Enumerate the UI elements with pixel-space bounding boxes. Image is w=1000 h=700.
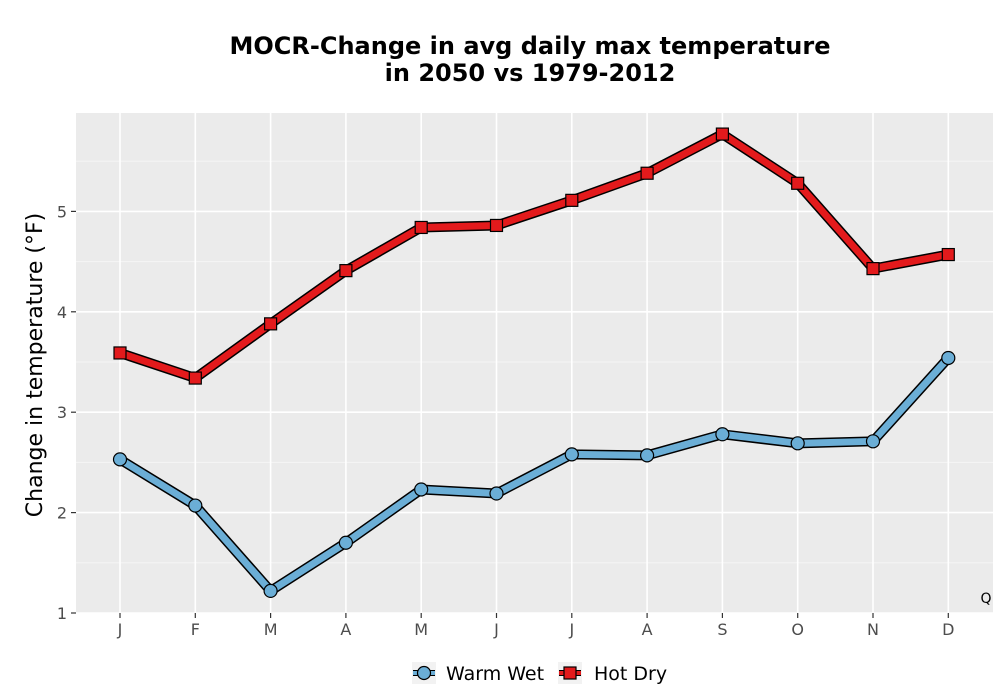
warm-wet-point (188, 498, 203, 513)
chart-title-line-1: MOCR-Change in avg daily max temperature (230, 32, 831, 60)
hot-dry-point (791, 176, 805, 190)
x-tick-label: O (791, 620, 804, 639)
x-tick-label: S (717, 620, 727, 639)
hot-dry-point (188, 371, 202, 385)
warm-wet-point (414, 482, 429, 497)
hot-dry-point (640, 166, 654, 180)
warm-wet-point (564, 447, 579, 462)
axis-layer: 1 2 3 4 5 J F M A M J J A S O N D (57, 202, 955, 639)
y-tick-label: 3 (57, 403, 67, 422)
legend-label-hot-dry: Hot Dry (594, 663, 667, 685)
hot-dry-point (264, 317, 278, 331)
hot-dry-line (116, 130, 952, 382)
hot-dry-point (339, 264, 353, 278)
warm-wet-point (338, 535, 353, 550)
series-layer (112, 127, 956, 599)
hot-dry-point (414, 220, 428, 235)
x-tick-label: N (867, 620, 879, 639)
y-tick-label: 2 (57, 504, 67, 523)
x-tick-label: M (264, 620, 278, 639)
x-tick-label: J (568, 620, 574, 639)
legend: Warm Wet Hot Dry (412, 662, 667, 685)
x-tick-label: M (414, 620, 428, 639)
hot-dry-point (113, 346, 127, 360)
warm-wet-point (639, 448, 655, 463)
legend-marker-hot-dry (563, 666, 577, 680)
chart-title-line-2: in 2050 vs 1979-2012 (385, 59, 676, 87)
warm-wet-point (715, 427, 730, 442)
x-tick-label: J (493, 620, 499, 639)
x-tick-label: A (642, 620, 653, 639)
warm-wet-point (790, 436, 805, 451)
y-tick-label: 4 (57, 303, 67, 322)
y-axis-label: Change in temperature (°F) (23, 213, 48, 517)
hot-dry-point (489, 218, 504, 233)
x-tick-label: F (191, 620, 200, 639)
legend-marker-warm-wet (416, 665, 432, 681)
plot-panel (76, 113, 993, 613)
warm-wet-line (116, 354, 952, 595)
y-tick-label: 1 (57, 604, 67, 623)
y-tick-label: 5 (57, 202, 67, 221)
warm-wet-point (941, 350, 956, 366)
hot-dry-point (715, 127, 730, 141)
warm-wet-point (865, 434, 881, 449)
hot-dry-point (941, 247, 955, 262)
warm-wet-point (489, 486, 504, 501)
x-tick-label: A (340, 620, 351, 639)
corner-note: Q (980, 591, 991, 607)
x-tick-label: J (117, 620, 123, 639)
x-tick-label: D (942, 620, 954, 639)
warm-wet-point (112, 452, 128, 467)
legend-label-warm-wet: Warm Wet (446, 663, 544, 685)
hot-dry-point (565, 193, 579, 207)
warm-wet-point (263, 583, 278, 599)
hot-dry-point (866, 262, 880, 276)
